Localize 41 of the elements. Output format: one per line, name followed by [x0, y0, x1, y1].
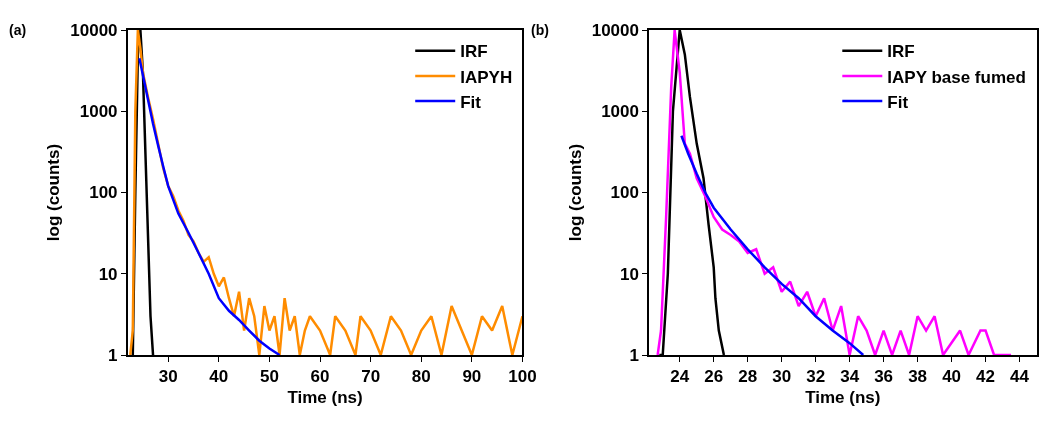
x-tick-label: 90 [462, 367, 482, 387]
y-tick-label: 100 [610, 183, 639, 203]
x-tick-label: 38 [908, 367, 928, 387]
chart-title: (b) [531, 22, 549, 38]
legend-label: IAPY base fumed [887, 67, 1026, 87]
x-tick-label: 50 [259, 367, 279, 387]
x-tick-label: 36 [874, 367, 894, 387]
x-tick-label: 26 [704, 367, 724, 387]
y-tick-label: 10000 [70, 20, 118, 40]
x-tick-label: 30 [772, 367, 792, 387]
x-tick-label: 40 [942, 367, 962, 387]
y-tick-label: 100 [89, 183, 118, 203]
x-tick-label: 80 [411, 367, 431, 387]
legend-label: Fit [460, 92, 482, 112]
legend-label: IRF [887, 42, 915, 62]
y-tick-label: 1 [629, 345, 639, 365]
x-tick-label: 44 [1010, 367, 1030, 387]
x-tick-label: 30 [158, 367, 178, 387]
y-axis-title: log (counts) [44, 143, 64, 242]
y-tick-label: 1 [108, 345, 118, 365]
x-tick-label: 40 [209, 367, 229, 387]
x-tick-label: 32 [806, 367, 826, 387]
chart-title: (a) [9, 22, 27, 38]
y-tick-label: 1000 [601, 102, 639, 122]
x-tick-label: 34 [840, 367, 860, 387]
x-tick-label: 42 [976, 367, 996, 387]
y-tick-label: 10 [620, 264, 639, 284]
x-axis-title: Time (ns) [287, 388, 363, 408]
x-tick-label: 28 [738, 367, 758, 387]
x-tick-label: 70 [361, 367, 381, 387]
y-tick-label: 1000 [79, 102, 118, 122]
x-tick-label: 60 [310, 367, 330, 387]
x-tick-label: 100 [508, 367, 537, 387]
legend-label: IRF [460, 42, 488, 62]
y-axis-title: log (counts) [565, 143, 585, 242]
legend-label: Fit [887, 92, 909, 112]
x-tick-label: 24 [670, 367, 690, 387]
x-axis-title: Time (ns) [805, 388, 881, 408]
legend-label: IAPYH [460, 67, 513, 87]
y-tick-label: 10000 [591, 20, 639, 40]
y-tick-label: 10 [98, 264, 118, 284]
